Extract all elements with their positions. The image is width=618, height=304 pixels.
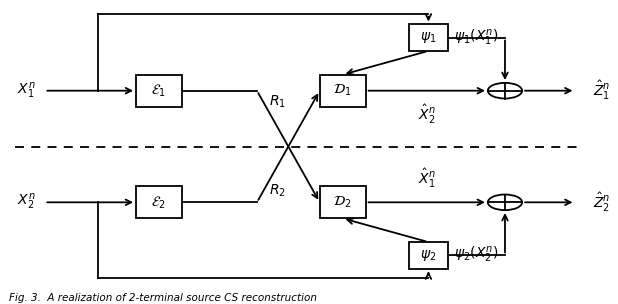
FancyBboxPatch shape (136, 75, 182, 107)
Text: Fig. 3.  A realization of 2-terminal source CS reconstruction: Fig. 3. A realization of 2-terminal sour… (9, 293, 317, 303)
Text: $\mathcal{D}_1$: $\mathcal{D}_1$ (334, 83, 352, 98)
FancyBboxPatch shape (136, 186, 182, 218)
Text: $\psi_2$: $\psi_2$ (420, 248, 436, 263)
Text: $\psi_1(X_1^n)$: $\psi_1(X_1^n)$ (454, 28, 499, 48)
Text: $\psi_2(X_2^n)$: $\psi_2(X_2^n)$ (454, 245, 499, 265)
Text: $\hat{X}_2^n$: $\hat{X}_2^n$ (418, 103, 436, 126)
Text: $X_1^n$: $X_1^n$ (17, 81, 35, 101)
Text: $\hat{X}_1^n$: $\hat{X}_1^n$ (418, 167, 436, 190)
FancyBboxPatch shape (320, 186, 366, 218)
FancyBboxPatch shape (408, 24, 448, 51)
Text: $\hat{Z}_1^n$: $\hat{Z}_1^n$ (593, 79, 610, 102)
FancyBboxPatch shape (408, 242, 448, 269)
Text: $\psi_1$: $\psi_1$ (420, 30, 437, 45)
Text: $X_2^n$: $X_2^n$ (17, 192, 35, 212)
Text: $R_1$: $R_1$ (269, 94, 286, 110)
Text: $\mathcal{E}_1$: $\mathcal{E}_1$ (151, 82, 166, 99)
Text: $R_2$: $R_2$ (269, 183, 286, 199)
Text: $\mathcal{D}_2$: $\mathcal{D}_2$ (334, 195, 352, 210)
Text: $\hat{Z}_2^n$: $\hat{Z}_2^n$ (593, 191, 610, 214)
FancyBboxPatch shape (320, 75, 366, 107)
Text: $\mathcal{E}_2$: $\mathcal{E}_2$ (151, 194, 166, 211)
